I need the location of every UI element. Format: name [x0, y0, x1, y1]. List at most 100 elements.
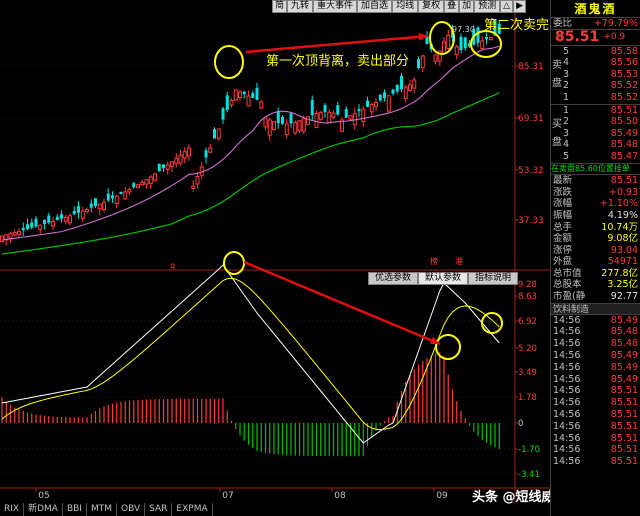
candle-body: [85, 208, 89, 213]
side-char: 盘: [552, 136, 562, 148]
candle-body: [153, 173, 157, 181]
tick-row: 14:56 85.51: [551, 444, 640, 456]
indicator-param-tabs: 优选参数 默认参数 指标说明: [368, 272, 519, 285]
queue-line[interactable]: 在卖盘85.60位置挂单: [551, 164, 640, 176]
indicator-tab-expma[interactable]: EXPMA: [172, 503, 213, 516]
sell-book: 卖盘 5 85.58 4 85.56 3 85.53 2 85.52 1 85.52: [551, 46, 640, 105]
tick-time: 14:56: [553, 444, 581, 456]
dea-line: [1, 277, 500, 431]
toolbar-button-2[interactable]: 重大事件: [313, 0, 358, 13]
level-price: 85.52: [610, 91, 638, 103]
stat-label: 涨停: [553, 244, 573, 256]
stat-row: 涨停 93.04: [551, 245, 640, 257]
candle-body: [468, 43, 471, 47]
candle-body: [297, 120, 302, 132]
tick-row: 14:56 85.51: [551, 397, 640, 409]
stat-label: 总股本: [553, 279, 582, 291]
tick-time: 14:56: [553, 456, 581, 468]
indicator-tab-bbi[interactable]: BBI: [63, 503, 87, 516]
indicator-tab-mtm[interactable]: MTM: [87, 503, 117, 516]
toolbar-button-3[interactable]: 加自选: [357, 0, 393, 13]
kline-macd-chart[interactable]: 85.31 69.31 53.32 37.33 9.28 8.63 6.92 5.20 3.49…: [0, 0, 550, 503]
candle-body: [403, 86, 408, 99]
level-price: 85.50: [610, 116, 638, 128]
candle-body: [437, 50, 442, 62]
toolbar-button-10[interactable]: ▶: [513, 0, 526, 13]
candle-body: [255, 87, 259, 100]
sell-side-label: 卖盘: [551, 46, 563, 104]
toolbar-button-4[interactable]: 均线: [392, 0, 419, 13]
toolbar-button-7[interactable]: 加: [459, 0, 475, 13]
candle-body: [383, 92, 386, 98]
candle-body: [318, 111, 323, 120]
candle-body: [114, 195, 119, 205]
candle-body: [12, 232, 17, 236]
candle-body: [242, 91, 246, 94]
divergence-arrow: [243, 260, 441, 346]
candle-body: [386, 95, 391, 112]
toolbar-button-8[interactable]: 预测: [474, 0, 501, 13]
stat-label: 最新: [553, 175, 573, 187]
tick-time: 14:56: [553, 361, 581, 373]
toolbar-button-5[interactable]: 复权: [418, 0, 445, 13]
industry-label[interactable]: 饮料制造: [551, 302, 640, 315]
level-number: 3: [563, 68, 570, 80]
candle-body: [442, 41, 446, 55]
candle-body: [331, 112, 336, 118]
level-number: 3: [563, 127, 570, 139]
candle-body: [267, 119, 272, 136]
ratio-value: +79.79%: [593, 17, 638, 29]
indicator-tab-obv[interactable]: OBV: [117, 503, 146, 516]
highlight-circle: [223, 251, 245, 275]
indicator-tab-rix[interactable]: RIX: [0, 503, 25, 516]
highlight-circle: [435, 334, 461, 360]
toolbar-button-6[interactable]: 叠: [444, 0, 460, 13]
candle-body: [174, 158, 179, 165]
candle-body: [182, 151, 187, 159]
stat-row: 总手 10.74万: [551, 222, 640, 234]
candle-body: [148, 176, 153, 184]
indicator-tab-新dma[interactable]: 新DMA: [24, 503, 63, 516]
stat-value: +0.93: [608, 186, 638, 198]
candle-body: [488, 36, 493, 41]
side-char: 卖: [552, 59, 562, 71]
level-price: 85.52: [610, 80, 638, 92]
tick-price: 85.51: [610, 409, 638, 421]
candle-body: [94, 198, 97, 207]
tick-row: 14:56 85.51: [551, 421, 640, 433]
tick-price: 85.48: [610, 338, 638, 350]
indicator-tab-0[interactable]: 优选参数: [368, 272, 419, 285]
candle-body: [47, 215, 51, 223]
tick-price: 85.51: [610, 444, 638, 456]
level-number: 5: [563, 45, 570, 57]
indicator-tab-sar[interactable]: SAR: [145, 503, 173, 516]
candle-body: [476, 27, 480, 43]
month-label: 05: [38, 491, 49, 501]
stat-row: 振幅 4.19%: [551, 210, 640, 222]
macd-axis-label: 0: [518, 419, 523, 429]
highlight-circle: [481, 312, 503, 334]
candle-body: [165, 164, 170, 170]
price-axis-label: 85.31: [518, 62, 544, 72]
buy-side-label: 买盘: [551, 105, 563, 163]
candle-body: [281, 116, 284, 124]
indicator-tab-2[interactable]: 指标说明: [468, 272, 519, 285]
toolbar-button-9[interactable]: △: [500, 0, 514, 13]
candle-body: [463, 37, 467, 49]
tick-time: 14:56: [553, 409, 581, 421]
chart-area[interactable]: 85.31 69.31 53.32 37.33 9.28 8.63 6.92 5.20 3.49…: [0, 0, 550, 503]
price-axis-label: 53.32: [518, 166, 544, 176]
toolbar-button-0[interactable]: 简: [272, 0, 288, 13]
sell-level: 2 85.52: [563, 80, 640, 92]
candle-body: [144, 179, 149, 185]
level-price: 85.53: [610, 68, 638, 80]
indicator-tab-1[interactable]: 默认参数: [418, 272, 469, 285]
side-char: 盘: [552, 77, 562, 89]
stats-table: 最新 85.51 涨跌 +0.93 涨幅 +1.10% 振幅 4.19% 总手 10.74万 金额 9…: [551, 175, 640, 303]
macd-axis-label: 5.20: [518, 344, 537, 354]
candle-body: [225, 95, 229, 110]
toolbar-button-1[interactable]: 九转: [287, 0, 314, 13]
candle-body: [276, 110, 280, 124]
candle-body: [306, 116, 310, 125]
arrow-head: [430, 336, 440, 345]
